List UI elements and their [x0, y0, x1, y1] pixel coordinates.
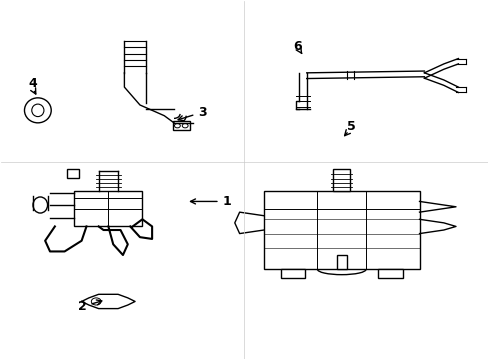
Text: 6: 6	[293, 40, 302, 53]
Circle shape	[91, 298, 101, 305]
Text: 2: 2	[78, 300, 102, 313]
Bar	[172, 121, 190, 130]
Bar	[264, 191, 419, 269]
Text: 1: 1	[190, 195, 231, 208]
Ellipse shape	[33, 197, 47, 213]
Bar	[74, 191, 142, 226]
Ellipse shape	[32, 104, 44, 117]
Text: 3: 3	[178, 105, 206, 121]
Bar	[377, 269, 402, 278]
Text: 5: 5	[346, 120, 355, 133]
Text: 4: 4	[29, 77, 37, 90]
Bar	[336, 255, 346, 269]
Circle shape	[182, 123, 188, 128]
Bar	[281, 269, 305, 278]
Ellipse shape	[24, 98, 51, 123]
Bar	[67, 169, 79, 178]
Bar	[332, 169, 350, 191]
Circle shape	[174, 123, 180, 128]
